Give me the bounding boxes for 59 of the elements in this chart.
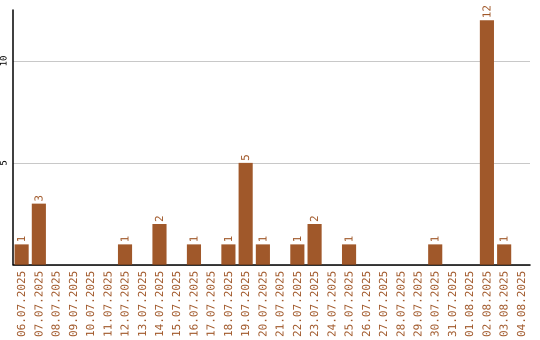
x-tick-label: 22.07.2025 bbox=[290, 270, 304, 338]
data-label: 1 bbox=[498, 236, 511, 242]
x-tick-label: 02.08.2025 bbox=[480, 270, 494, 338]
x-tick-label: 11.07.2025 bbox=[101, 270, 114, 338]
data-label: 1 bbox=[428, 236, 442, 242]
x-tick-label: 03.08.2025 bbox=[498, 270, 511, 338]
x-tick-label: 29.07.2025 bbox=[411, 270, 424, 338]
x-tick-label: 26.07.2025 bbox=[360, 270, 373, 338]
data-label: 3 bbox=[32, 195, 46, 202]
x-tick-label: 15.07.2025 bbox=[170, 270, 184, 338]
data-label: 2 bbox=[152, 215, 166, 222]
x-tick-label: 21.07.2025 bbox=[274, 270, 287, 338]
x-tick-label: 12.07.2025 bbox=[118, 270, 132, 338]
x-tick-label: 23.07.2025 bbox=[308, 270, 322, 338]
x-tick-label: 31.07.2025 bbox=[446, 270, 459, 338]
x-tick-label: 08.07.2025 bbox=[50, 270, 63, 338]
data-label: 1 bbox=[256, 236, 270, 242]
y-tick-label: 10 bbox=[0, 56, 10, 66]
data-label: 1 bbox=[222, 236, 235, 242]
x-tick-label: 25.07.2025 bbox=[342, 270, 356, 338]
data-label: 2 bbox=[308, 215, 322, 222]
x-tick-label: 24.07.2025 bbox=[325, 270, 338, 338]
bar bbox=[308, 224, 322, 265]
x-tick-label: 01.08.2025 bbox=[463, 270, 476, 338]
data-label: 1 bbox=[187, 236, 200, 242]
bar bbox=[32, 204, 46, 265]
x-tick-label: 04.08.2025 bbox=[514, 270, 528, 338]
x-tick-label: 28.07.2025 bbox=[394, 270, 408, 338]
data-label: 1 bbox=[342, 236, 356, 242]
x-tick-label: 13.07.2025 bbox=[136, 270, 149, 338]
bar bbox=[14, 244, 29, 265]
x-tick-label: 10.07.2025 bbox=[84, 270, 98, 338]
x-tick-label: 16.07.2025 bbox=[187, 270, 200, 338]
x-tick-label: 07.07.2025 bbox=[32, 270, 46, 338]
bar bbox=[497, 244, 512, 265]
bar bbox=[238, 162, 253, 265]
x-tick-label: 30.07.2025 bbox=[428, 270, 442, 338]
x-tick-label: 06.07.2025 bbox=[15, 270, 28, 338]
bar bbox=[428, 244, 442, 265]
x-tick-label: 20.07.2025 bbox=[256, 270, 270, 338]
data-label: 1 bbox=[290, 236, 304, 242]
data-label: 12 bbox=[480, 4, 494, 18]
x-tick-label: 14.07.2025 bbox=[152, 270, 166, 338]
x-tick-label: 19.07.2025 bbox=[239, 270, 252, 338]
bar bbox=[186, 244, 202, 265]
x-tick-label: 27.07.2025 bbox=[377, 270, 390, 338]
x-tick-label: 09.07.2025 bbox=[66, 270, 80, 338]
x-tick-label: 17.07.2025 bbox=[204, 270, 218, 338]
bar bbox=[221, 244, 236, 265]
bar bbox=[256, 244, 270, 265]
bar bbox=[342, 244, 356, 265]
data-label: 5 bbox=[239, 154, 252, 161]
bar bbox=[118, 244, 132, 265]
bar bbox=[480, 20, 494, 265]
data-label: 1 bbox=[15, 236, 28, 242]
bar bbox=[152, 224, 167, 265]
data-label: 1 bbox=[118, 236, 132, 242]
bar bbox=[290, 244, 304, 265]
x-tick-label: 18.07.2025 bbox=[222, 270, 235, 338]
